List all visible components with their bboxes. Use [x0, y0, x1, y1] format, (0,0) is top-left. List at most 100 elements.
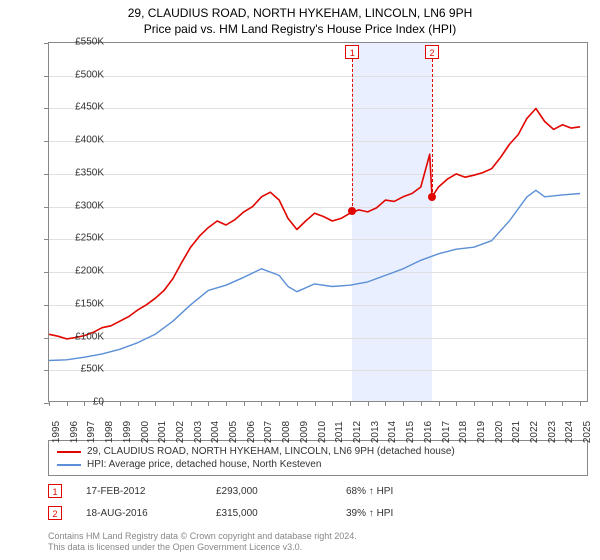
y-axis-label: £150K — [60, 298, 104, 309]
chart-area: 12 — [48, 42, 588, 402]
title-sub: Price paid vs. HM Land Registry's House … — [0, 22, 600, 36]
x-tick — [279, 401, 280, 406]
x-axis-label: 2017 — [441, 421, 452, 443]
y-tick — [44, 76, 49, 77]
y-axis-label: £300K — [60, 200, 104, 211]
sale-number-box: 1 — [48, 484, 62, 498]
y-tick — [44, 43, 49, 44]
x-tick — [527, 401, 528, 406]
x-tick — [456, 401, 457, 406]
legend-label: HPI: Average price, detached house, Nort… — [87, 459, 321, 470]
y-axis-label: £100K — [60, 331, 104, 342]
footer-line-2: This data is licensed under the Open Gov… — [48, 542, 357, 554]
x-tick — [315, 401, 316, 406]
legend-swatch — [57, 451, 81, 453]
x-tick — [385, 401, 386, 406]
y-axis-label: £0 — [60, 397, 104, 408]
sale-marker-dot — [428, 193, 436, 201]
x-tick — [297, 401, 298, 406]
x-tick — [49, 401, 50, 406]
x-tick — [332, 401, 333, 406]
y-tick — [44, 370, 49, 371]
y-axis-label: £250K — [60, 233, 104, 244]
y-tick — [44, 108, 49, 109]
x-axis-label: 1996 — [69, 421, 80, 443]
x-tick — [421, 401, 422, 406]
x-axis-label: 1997 — [86, 421, 97, 443]
sale-number-box: 2 — [48, 506, 62, 520]
x-tick — [261, 401, 262, 406]
x-axis-label: 2014 — [387, 421, 398, 443]
x-tick — [403, 401, 404, 406]
x-axis-label: 2007 — [263, 421, 274, 443]
x-tick — [545, 401, 546, 406]
x-axis-label: 2003 — [193, 421, 204, 443]
x-tick — [439, 401, 440, 406]
x-axis-label: 2010 — [317, 421, 328, 443]
title-main: 29, CLAUDIUS ROAD, NORTH HYKEHAM, LINCOL… — [0, 6, 600, 20]
series-hpi — [49, 190, 580, 360]
x-axis-label: 2013 — [370, 421, 381, 443]
x-tick — [562, 401, 563, 406]
footer-line-1: Contains HM Land Registry data © Crown c… — [48, 531, 357, 543]
series-property — [49, 109, 580, 339]
x-tick — [208, 401, 209, 406]
x-axis-label: 2009 — [299, 421, 310, 443]
x-tick — [244, 401, 245, 406]
y-axis-label: £450K — [60, 102, 104, 113]
sale-price: £293,000 — [216, 486, 346, 497]
legend-swatch — [57, 464, 81, 466]
x-axis-label: 2022 — [529, 421, 540, 443]
sale-marker-line — [352, 59, 353, 211]
x-axis-label: 2023 — [547, 421, 558, 443]
x-axis-label: 1998 — [104, 421, 115, 443]
x-tick — [350, 401, 351, 406]
x-axis-label: 2006 — [246, 421, 257, 443]
y-tick — [44, 239, 49, 240]
legend-box: 29, CLAUDIUS ROAD, NORTH HYKEHAM, LINCOL… — [48, 440, 588, 476]
y-axis-label: £50K — [60, 364, 104, 375]
x-tick — [138, 401, 139, 406]
x-axis-label: 2019 — [476, 421, 487, 443]
x-tick — [191, 401, 192, 406]
footer: Contains HM Land Registry data © Crown c… — [48, 531, 357, 554]
y-tick — [44, 272, 49, 273]
y-tick — [44, 305, 49, 306]
x-tick — [368, 401, 369, 406]
sale-date: 18-AUG-2016 — [86, 508, 216, 519]
x-tick — [509, 401, 510, 406]
x-axis-label: 2025 — [582, 421, 593, 443]
sale-price: £315,000 — [216, 508, 346, 519]
sale-date: 17-FEB-2012 — [86, 486, 216, 497]
x-axis-label: 2004 — [210, 421, 221, 443]
x-axis-label: 2016 — [423, 421, 434, 443]
x-tick — [173, 401, 174, 406]
y-axis-label: £550K — [60, 37, 104, 48]
x-axis-label: 2000 — [140, 421, 151, 443]
sale-marker-box: 2 — [425, 45, 439, 59]
x-axis-label: 2020 — [494, 421, 505, 443]
y-tick — [44, 207, 49, 208]
x-tick — [120, 401, 121, 406]
legend-area: 29, CLAUDIUS ROAD, NORTH HYKEHAM, LINCOL… — [48, 440, 588, 520]
sale-pct: 68% ↑ HPI — [346, 486, 476, 497]
y-axis-label: £500K — [60, 69, 104, 80]
x-axis-label: 2005 — [228, 421, 239, 443]
x-axis-label: 2015 — [405, 421, 416, 443]
sale-marker-box: 1 — [345, 45, 359, 59]
legend-item: 29, CLAUDIUS ROAD, NORTH HYKEHAM, LINCOL… — [57, 445, 579, 458]
x-tick — [580, 401, 581, 406]
x-tick — [155, 401, 156, 406]
x-axis-label: 1999 — [122, 421, 133, 443]
sale-row: 1 17-FEB-2012£293,00068% ↑ HPI — [48, 484, 588, 498]
legend-item: HPI: Average price, detached house, Nort… — [57, 458, 579, 471]
sale-marker-line — [432, 59, 433, 197]
x-tick — [492, 401, 493, 406]
sale-marker-dot — [348, 207, 356, 215]
chart-container: 29, CLAUDIUS ROAD, NORTH HYKEHAM, LINCOL… — [0, 0, 600, 560]
x-axis-label: 2008 — [281, 421, 292, 443]
y-axis-label: £200K — [60, 266, 104, 277]
x-axis-label: 2021 — [511, 421, 522, 443]
sale-row: 218-AUG-2016£315,00039% ↑ HPI — [48, 506, 588, 520]
y-axis-label: £350K — [60, 167, 104, 178]
